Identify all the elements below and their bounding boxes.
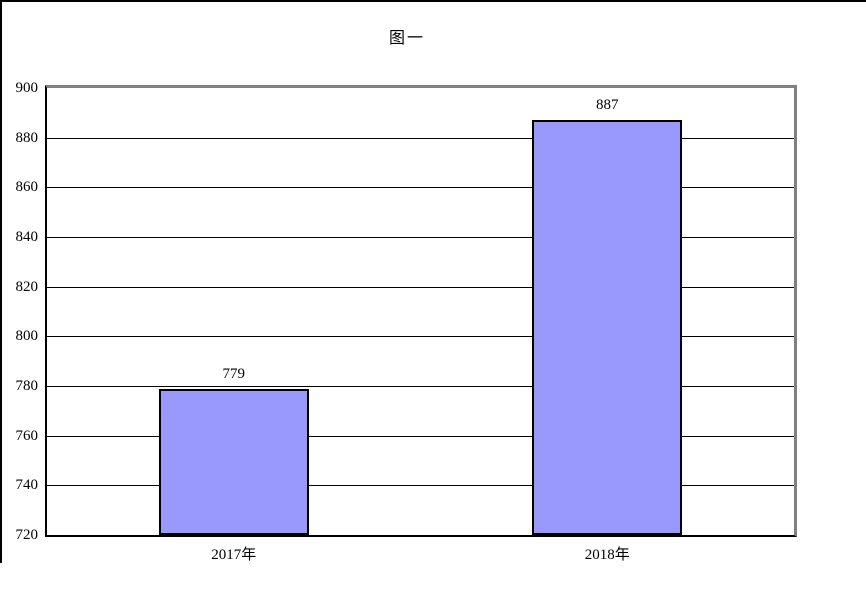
bar-value-label: 779 xyxy=(222,365,246,382)
bar-value-label: 887 xyxy=(596,97,619,114)
y-tick-label-800: 800 xyxy=(15,328,39,345)
y-tick-label-860: 860 xyxy=(15,179,39,196)
gridline-840 xyxy=(47,237,794,238)
y-tick-label-780: 780 xyxy=(15,378,39,394)
page-border-top xyxy=(0,0,866,2)
gridline-740 xyxy=(47,485,794,487)
gridline-760 xyxy=(47,435,794,437)
bar-2018年 xyxy=(532,120,683,535)
chart-title: 图一 xyxy=(388,30,425,47)
gridline-880 xyxy=(47,137,794,139)
bar-2017年 xyxy=(158,388,309,535)
gridline-780 xyxy=(47,386,794,387)
y-tick-label-900: 900 xyxy=(15,80,39,96)
gridline-860 xyxy=(47,187,794,189)
y-tick-label-760: 760 xyxy=(15,427,39,444)
y-tick-label-820: 820 xyxy=(15,278,39,295)
gridline-800 xyxy=(47,336,794,338)
y-tick-label-740: 740 xyxy=(15,477,39,494)
y-tick-label-720: 720 xyxy=(15,527,39,543)
x-tick-label-2018年: 2018年 xyxy=(584,547,630,563)
plot-area: 779 887 xyxy=(45,85,797,537)
page-border-left xyxy=(0,0,2,563)
x-tick-label-2017年: 2017年 xyxy=(211,547,257,563)
y-tick-label-840: 840 xyxy=(15,229,39,245)
y-tick-label-880: 880 xyxy=(15,129,39,146)
gridline-820 xyxy=(47,286,794,288)
